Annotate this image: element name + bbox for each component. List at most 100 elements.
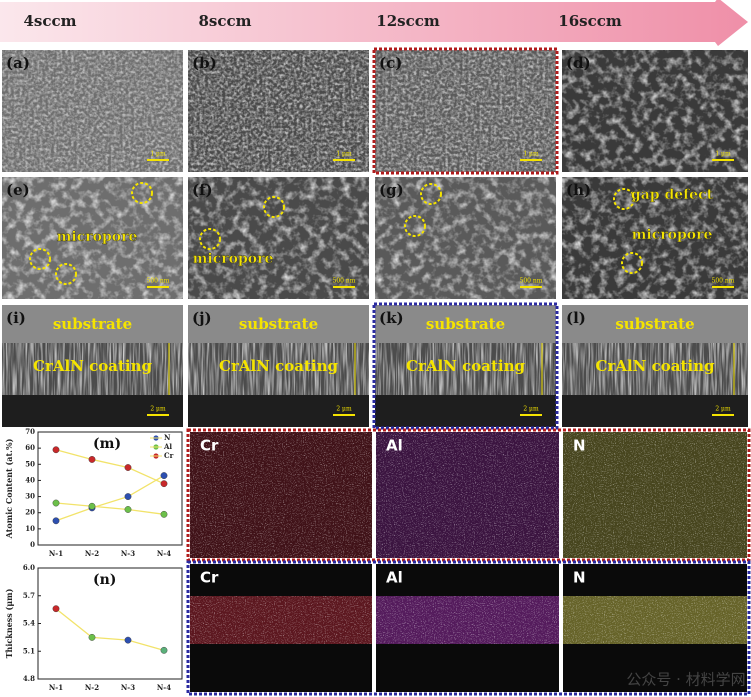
- map-frame-blue: [186, 560, 751, 696]
- series-line: [55, 608, 165, 651]
- y-tick-label: 50: [25, 459, 35, 468]
- y-tick-label: 5.1: [23, 646, 35, 655]
- maps: Cr Al N Cr Al N: [190, 432, 747, 692]
- sem-texture: [2, 50, 183, 172]
- scale-label: 500 nm: [520, 278, 543, 285]
- sem-texture: [562, 50, 748, 172]
- sem-coating-texture: [2, 343, 183, 395]
- scale-label: 500 nm: [147, 278, 170, 285]
- scale-label: 2 μm: [715, 406, 731, 413]
- scale-label: 2 μm: [523, 406, 539, 413]
- element-label: Cr: [200, 437, 219, 455]
- panel-label: (l): [566, 309, 586, 327]
- data-point: [160, 646, 168, 654]
- y-tick-label: 0: [30, 540, 35, 549]
- data-point: [88, 633, 96, 641]
- panel-label: (n): [93, 572, 116, 588]
- scale-label: 1 μm: [150, 151, 166, 158]
- scale-label: 500 nm: [333, 278, 356, 285]
- sem-substrate: [562, 305, 748, 343]
- panel-label: (e): [6, 181, 30, 199]
- panel-label: (c): [379, 54, 402, 72]
- sem-substrate: [188, 305, 369, 343]
- series-line: [55, 475, 165, 522]
- panel-label: (k): [379, 309, 404, 327]
- layer-label: CrAlN coating: [406, 357, 526, 375]
- y-axis-label: Atomic Content (at.%): [4, 438, 14, 539]
- sem-texture: [188, 50, 369, 172]
- defect-label: micropore: [57, 229, 138, 245]
- sem-texture: [2, 177, 183, 299]
- panel-label: (f): [192, 181, 213, 199]
- scale-label: 1 μm: [336, 151, 352, 158]
- x-tick-label: N-3: [121, 549, 135, 558]
- x-tick-label: N-4: [157, 549, 171, 558]
- defect-label: gap defect: [631, 187, 714, 203]
- panel-frame: [372, 302, 559, 430]
- data-point: [124, 464, 132, 471]
- layer-label: substrate: [426, 315, 505, 333]
- y-tick-label: 60: [25, 443, 35, 452]
- data-point: [160, 510, 168, 518]
- layer-label: CrAlN coating: [33, 357, 153, 375]
- x-tick-label: N-1: [49, 549, 63, 558]
- layer-label: CrAlN coating: [596, 357, 716, 375]
- series-line: [55, 449, 165, 485]
- y-tick-label: 30: [25, 492, 35, 501]
- sem-coating-texture: [562, 343, 748, 395]
- panel-frame: [372, 47, 559, 175]
- x-tick-label: N-4: [157, 683, 171, 692]
- sem-texture: [375, 50, 556, 172]
- process-arrow: [0, 0, 748, 46]
- scale-label: 1 μm: [523, 151, 539, 158]
- y-tick-label: 40: [25, 475, 35, 484]
- panel-label: (h): [566, 181, 591, 199]
- map-dots: [376, 432, 559, 558]
- legend-label: N: [164, 433, 171, 442]
- scale-label: 2 μm: [336, 406, 352, 413]
- sem-base: [2, 395, 183, 427]
- element-label: Al: [386, 569, 403, 587]
- element-label: N: [573, 569, 586, 587]
- defect-circle: [404, 215, 426, 237]
- sem-coating-texture: [375, 343, 556, 395]
- y-tick-label: 20: [25, 508, 35, 517]
- sem-base: [562, 395, 748, 427]
- sem-texture: [375, 177, 556, 299]
- y-tick-label: 5.7: [23, 591, 35, 600]
- defect-circle: [29, 248, 51, 270]
- map-dots: [563, 432, 747, 558]
- y-tick-label: 70: [25, 427, 35, 436]
- element-label: Al: [386, 437, 403, 455]
- y-tick-label: 10: [25, 524, 35, 533]
- defect-label: micropore: [632, 227, 713, 243]
- defect-label: micropore: [193, 251, 274, 267]
- scale-label: 500 nm: [712, 278, 735, 285]
- layer-label: substrate: [53, 315, 132, 333]
- defect-circle: [420, 183, 442, 205]
- data-point: [160, 480, 168, 488]
- sem-base: [375, 395, 556, 427]
- layer-label: substrate: [615, 315, 694, 333]
- map-dots: [376, 596, 559, 644]
- defect-circle: [55, 263, 77, 285]
- series-line: [55, 502, 165, 515]
- element-label: Cr: [200, 569, 219, 587]
- data-point: [52, 446, 60, 454]
- sem-coating-texture: [188, 343, 369, 395]
- legend-label: Al: [163, 442, 172, 451]
- map-dots: [190, 596, 372, 644]
- x-tick-label: N-2: [85, 549, 99, 558]
- plot-frame: [37, 431, 183, 546]
- panel-label: (a): [6, 54, 30, 72]
- panel-label: (b): [192, 54, 217, 72]
- panel-label: (j): [192, 309, 212, 327]
- defect-circle: [199, 228, 221, 250]
- y-axis-label: Thickness (μm): [4, 588, 14, 658]
- map-dots: [563, 596, 747, 644]
- map-dots: [190, 432, 372, 558]
- defect-circle: [621, 252, 643, 274]
- x-tick-label: N-3: [121, 683, 135, 692]
- y-tick-label: 5.4: [23, 619, 35, 628]
